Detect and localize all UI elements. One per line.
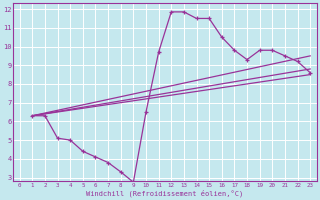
X-axis label: Windchill (Refroidissement éolien,°C): Windchill (Refroidissement éolien,°C) — [86, 189, 244, 197]
